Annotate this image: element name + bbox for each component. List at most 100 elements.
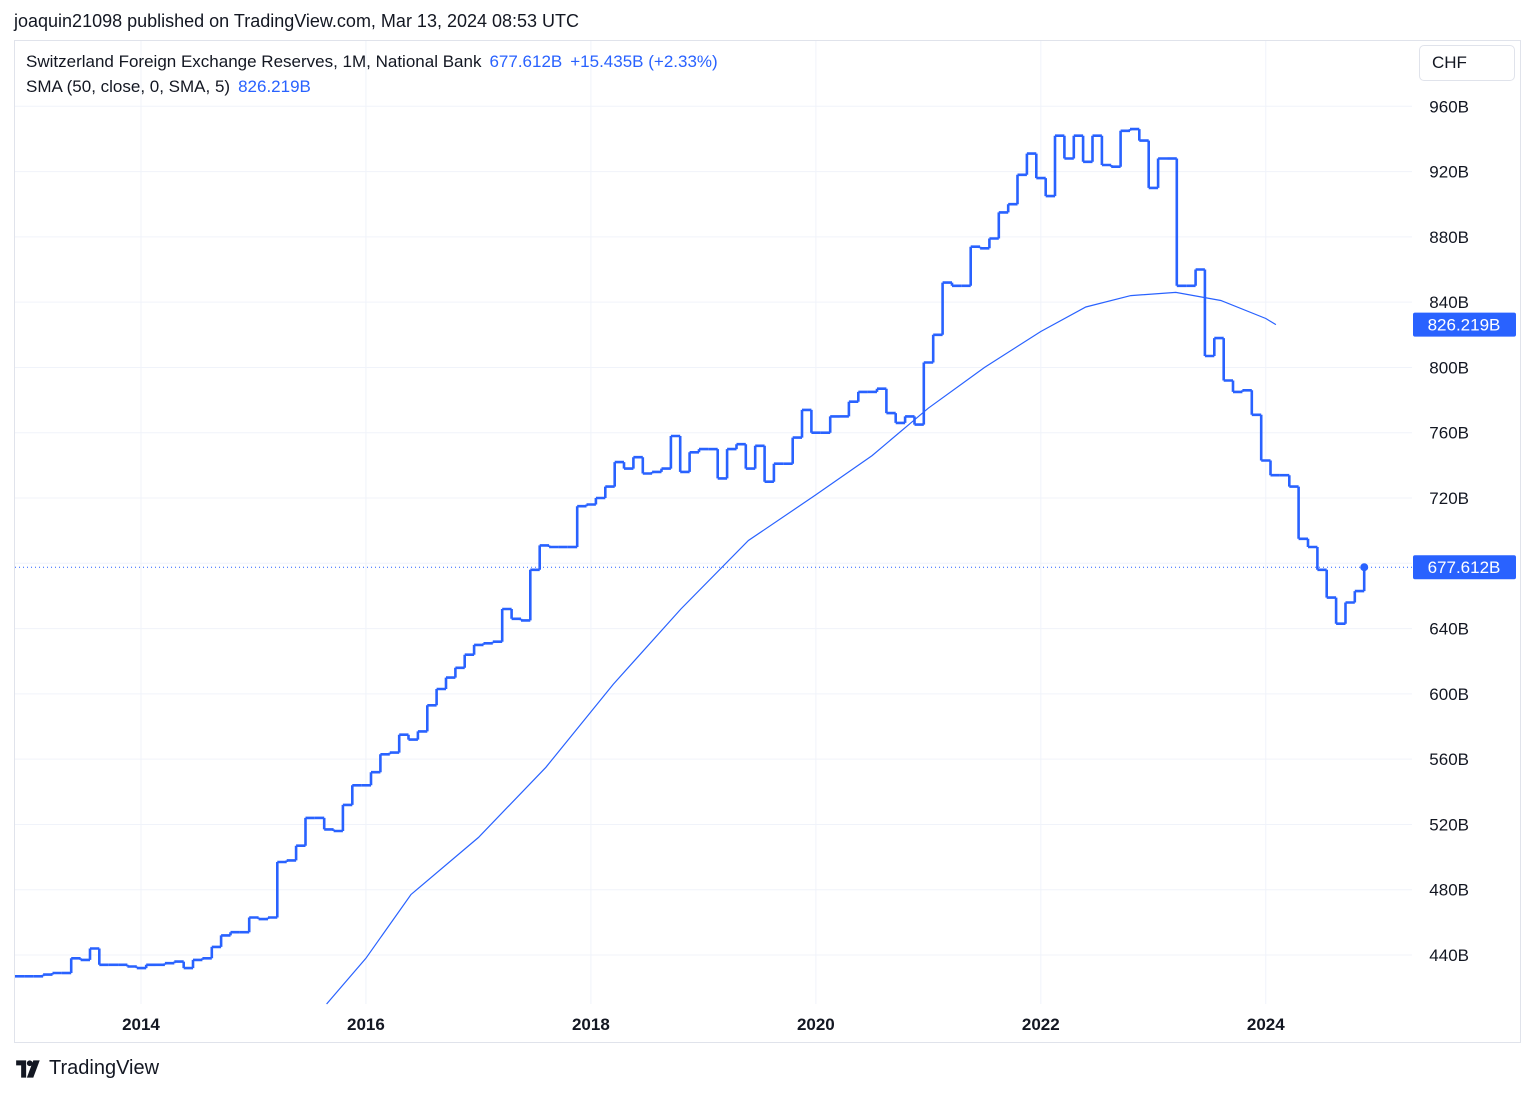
sma-value-label-bg xyxy=(1413,312,1516,337)
reserves-step xyxy=(1016,173,1027,205)
reserves-step xyxy=(472,643,484,655)
x-tick-label: 2020 xyxy=(797,1015,835,1034)
reserves-step xyxy=(941,281,952,335)
y-tick-label: 640B xyxy=(1429,620,1469,639)
reserves-step xyxy=(772,462,784,482)
reserves-step xyxy=(407,734,418,741)
series-legend[interactable]: Switzerland Foreign Exchange Reserves, 1… xyxy=(26,52,718,72)
reserves-step xyxy=(1250,390,1262,417)
chart-frame xyxy=(14,40,1521,1043)
reserves-step xyxy=(922,361,934,425)
reserves-step xyxy=(1053,134,1065,197)
time-axis[interactable]: 2014 2016 2018 2020 2022 2024 xyxy=(122,1015,1285,1034)
sma-legend[interactable]: SMA (50, close, 0, SMA, 5) 826.219B xyxy=(26,77,311,97)
last-point-marker xyxy=(1360,563,1369,572)
reserves-step xyxy=(341,803,353,831)
reserves-step xyxy=(229,930,240,936)
reserves-step xyxy=(144,963,156,969)
reserves-step xyxy=(538,544,550,570)
reserves-step xyxy=(126,964,137,968)
reserves-step xyxy=(369,770,381,786)
publish-header: joaquin21098 published on TradingView.co… xyxy=(14,11,580,31)
x-tick-label: 2022 xyxy=(1022,1015,1060,1034)
reserves-step xyxy=(1334,597,1346,625)
y-tick-label: 920B xyxy=(1429,163,1469,182)
reserves-step xyxy=(1213,336,1224,356)
y-tick-label: 760B xyxy=(1429,424,1469,443)
y-tick-label: 880B xyxy=(1429,228,1469,247)
reserves-step xyxy=(322,817,334,831)
reserves-step xyxy=(791,436,802,464)
reserves-step xyxy=(1269,460,1280,477)
reserves-step xyxy=(529,568,540,621)
reserves-step xyxy=(285,859,297,862)
series-layer xyxy=(15,127,1369,1005)
reserves-step xyxy=(1231,380,1243,394)
reserves-step xyxy=(697,447,709,453)
reserves-step xyxy=(266,916,278,920)
reserves-step xyxy=(828,415,840,433)
reserves-step xyxy=(482,642,493,645)
last-value-label: 677.612B xyxy=(1428,558,1501,577)
last-value-label-bg xyxy=(1413,555,1516,580)
reserves-step xyxy=(660,467,671,472)
reserves-step xyxy=(1175,158,1187,288)
reserves-step xyxy=(875,387,887,392)
sma-value: 826.219B xyxy=(238,77,311,96)
reserves-step xyxy=(191,958,203,969)
reserves-step xyxy=(753,444,765,469)
reserves-step xyxy=(182,961,193,970)
reserves-step xyxy=(1353,589,1365,603)
y-tick-label: 600B xyxy=(1429,685,1469,704)
reserves-step xyxy=(1316,547,1327,572)
reserves-step xyxy=(678,436,690,474)
reserves-step xyxy=(435,687,446,706)
price-axis[interactable]: 440B480B520B560B600B640B680B720B760B800B… xyxy=(1429,97,1469,965)
grid-lines xyxy=(15,41,1412,1004)
y-tick-label: 960B xyxy=(1429,97,1469,116)
reserves-step xyxy=(669,434,681,469)
reserves-step xyxy=(1109,165,1121,168)
y-tick-label: 720B xyxy=(1429,489,1469,508)
sma-title: SMA (50, close, 0, SMA, 5) xyxy=(26,77,231,96)
reserves-step xyxy=(650,470,662,474)
reserves-step xyxy=(1100,135,1112,167)
reserves-step xyxy=(1138,129,1149,142)
y-tick-label: 800B xyxy=(1429,358,1469,377)
x-tick-label: 2018 xyxy=(572,1015,610,1034)
reserves-step xyxy=(1288,475,1299,488)
reserves-step xyxy=(257,917,268,921)
reserves-step xyxy=(379,753,390,773)
reserves-step xyxy=(735,442,746,450)
reserves-step xyxy=(1344,601,1355,624)
reserves-step xyxy=(500,607,512,642)
reserves-step xyxy=(98,948,109,967)
reserves-step xyxy=(903,415,915,423)
reserves-step xyxy=(397,733,409,753)
reserves-step xyxy=(510,609,521,621)
reserves-step xyxy=(716,449,728,480)
tradingview-brand[interactable]: TradingView xyxy=(15,1057,159,1080)
reserves-step xyxy=(763,445,774,483)
currency-button[interactable]: CHF xyxy=(1419,45,1515,81)
reserves-step xyxy=(1081,135,1093,164)
series-last-value: 677.612B xyxy=(489,52,563,71)
reserves-step xyxy=(388,751,400,755)
reserves-step xyxy=(276,860,287,918)
reserves-step xyxy=(247,916,259,933)
sma-value-label: 826.219B xyxy=(1428,316,1501,335)
reserves-step xyxy=(69,957,81,973)
reserves-step xyxy=(163,961,175,965)
reserves-step xyxy=(1194,268,1205,286)
reserves-step xyxy=(454,666,465,678)
reserves-step xyxy=(575,504,587,547)
y-tick-label: 840B xyxy=(1429,293,1469,312)
reserves-step xyxy=(41,973,53,977)
reserves-step xyxy=(210,945,222,959)
reserves-step xyxy=(1063,135,1074,160)
series-change: +15.435B (+2.33%) xyxy=(570,52,718,71)
reserves-step xyxy=(997,211,1009,239)
reserves-step xyxy=(1306,538,1318,549)
reserves-step xyxy=(1259,414,1271,462)
